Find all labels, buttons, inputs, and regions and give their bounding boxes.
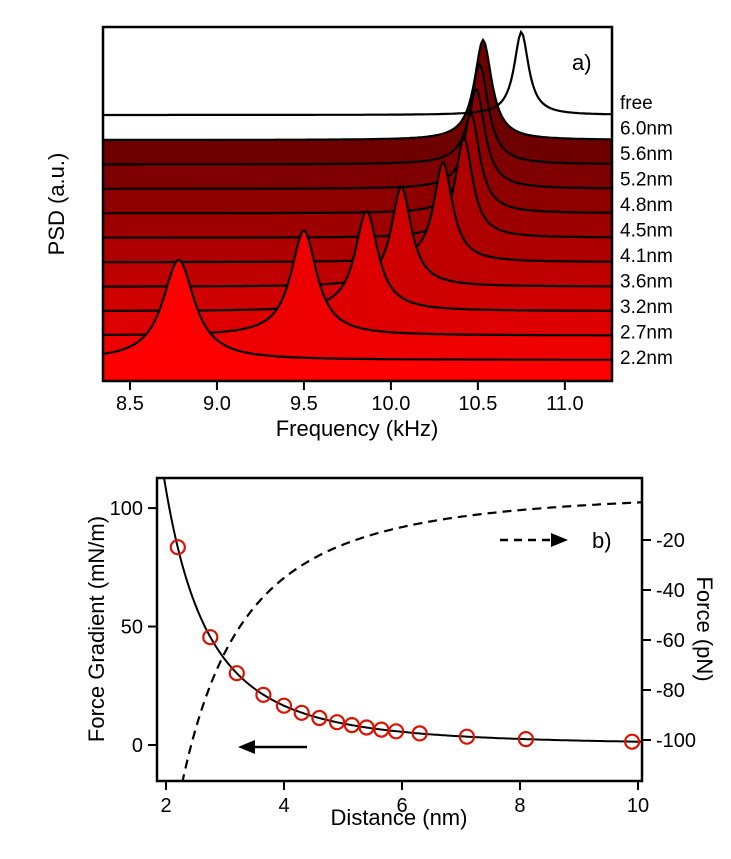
force-gradient-tick-label: 50	[121, 617, 143, 639]
data-point	[458, 728, 475, 745]
distance-tick-label: 8	[514, 795, 525, 817]
data-point	[329, 714, 346, 731]
frequency-tick-label: 8.5	[116, 393, 144, 415]
psd-curve-6.0nm	[103, 37, 611, 141]
force-tick-label: -60	[656, 630, 685, 652]
curve-label: 2.2nm	[620, 348, 673, 369]
force-gradient-arrow-head	[238, 740, 255, 754]
panel-a-label: a)	[572, 50, 592, 75]
force-dashed-curve	[181, 501, 641, 781]
curve-label: 2.7nm	[620, 323, 673, 344]
curve-label: 4.1nm	[620, 246, 673, 267]
data-point	[228, 665, 245, 682]
data-point	[275, 697, 293, 714]
frequency-tick-label: 9.5	[290, 393, 318, 415]
distance-axis-label: Distance (nm)	[330, 805, 468, 830]
psd-axis-label: PSD (a.u.)	[44, 152, 69, 256]
curve-label: 5.6nm	[620, 144, 673, 165]
data-point	[169, 539, 186, 556]
frequency-tick-label: 10.0	[371, 393, 410, 415]
force-gradient-tick-label: 0	[132, 735, 143, 757]
frequency-tick-label: 11.0	[546, 393, 583, 415]
psd-curve-4.8nm	[103, 111, 611, 215]
psd-area-2.2nm	[103, 260, 612, 381]
psd-curve-5.2nm	[103, 88, 611, 190]
data-point	[255, 686, 272, 703]
frequency-tick-label: 9.0	[203, 393, 231, 415]
panel-b-curves-group	[163, 478, 641, 781]
frequency-tick-label: 10.5	[458, 393, 497, 415]
panel-a-frame	[101, 25, 614, 383]
data-point	[293, 704, 310, 721]
panel-b-label: b)	[592, 528, 612, 553]
data-point	[623, 733, 641, 750]
data-point	[388, 723, 405, 740]
force-tick-label: -40	[656, 580, 685, 602]
panel-b-frame	[155, 476, 644, 783]
curve-label: 5.2nm	[620, 170, 673, 191]
force-tick-label: -80	[656, 680, 685, 702]
data-point	[311, 709, 328, 727]
curve-label: 4.5nm	[620, 221, 673, 242]
psd-curve-5.6nm	[103, 63, 611, 166]
data-point	[411, 725, 428, 742]
distance-tick-label: 10	[627, 795, 649, 817]
curve-label: 6.0nm	[620, 119, 673, 140]
data-point	[202, 629, 219, 646]
panel-a-chart: 8.5 9.0 9.5 10.0 10.5 11.0 free 6.0nm 5.6nm 5.2nm…	[101, 25, 673, 415]
force-tick-label: -20	[656, 530, 685, 552]
psd-area-2.7nm	[103, 230, 612, 381]
curve-label: 3.6nm	[620, 272, 673, 293]
psd-curve-2.2nm	[103, 258, 611, 361]
force-tick-label: -100	[656, 730, 696, 752]
frequency-axis-label: Frequency (kHz)	[275, 416, 439, 441]
force-arrow-head	[551, 533, 568, 547]
curve-label: 4.8nm	[620, 195, 673, 216]
curve-label: free	[620, 93, 653, 114]
distance-tick-label: 6	[396, 795, 407, 817]
psd-curves-group	[103, 29, 612, 381]
psd-curve-free	[103, 29, 611, 117]
force-gradient-tick-label: 100	[110, 498, 143, 520]
distance-tick-label: 2	[160, 795, 171, 817]
curve-label: 3.2nm	[620, 297, 673, 318]
force-axis-label: Force (pN)	[692, 576, 717, 682]
distance-tick-label: 4	[278, 795, 289, 817]
force-gradient-fit-line	[163, 478, 641, 743]
data-point	[517, 731, 535, 748]
force-gradient-axis-label: Force Gradient (mN/m)	[84, 515, 109, 743]
psd-curve-4.5nm	[103, 137, 611, 239]
